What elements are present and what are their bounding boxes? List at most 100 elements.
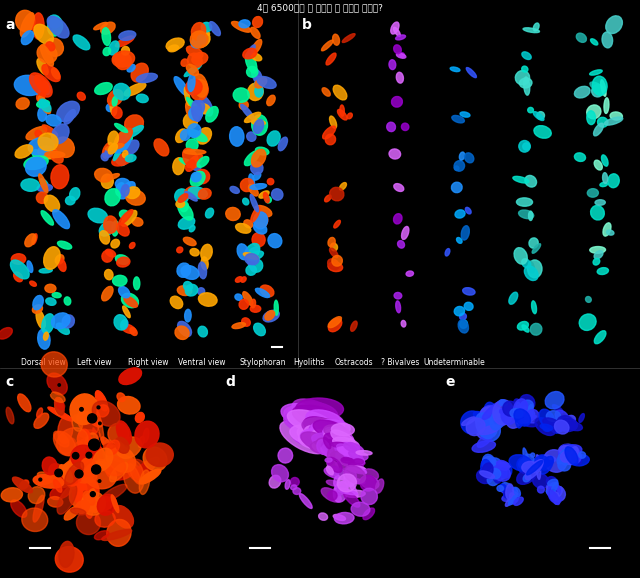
Ellipse shape [497,462,511,467]
Ellipse shape [348,462,366,473]
Ellipse shape [517,321,529,330]
Ellipse shape [517,416,536,424]
Ellipse shape [302,420,341,440]
Ellipse shape [397,240,404,248]
Ellipse shape [327,460,338,471]
Ellipse shape [190,249,199,256]
Ellipse shape [36,408,43,418]
Ellipse shape [549,486,558,497]
Ellipse shape [193,74,207,97]
Ellipse shape [328,259,339,270]
Ellipse shape [243,292,253,305]
Ellipse shape [119,31,136,40]
Ellipse shape [232,21,251,32]
Ellipse shape [170,296,182,309]
Ellipse shape [106,249,116,257]
Ellipse shape [271,189,283,200]
Ellipse shape [265,197,271,203]
Ellipse shape [531,456,548,470]
Ellipse shape [253,212,268,229]
Ellipse shape [465,153,474,163]
Ellipse shape [105,188,120,206]
Ellipse shape [38,133,58,151]
Ellipse shape [85,433,99,451]
Ellipse shape [337,109,348,120]
Ellipse shape [339,446,359,455]
Ellipse shape [241,277,246,282]
Ellipse shape [274,300,278,315]
Ellipse shape [233,88,249,102]
Ellipse shape [27,261,33,272]
Ellipse shape [344,455,364,464]
Ellipse shape [299,427,341,450]
Ellipse shape [361,488,378,505]
Ellipse shape [191,172,201,181]
Ellipse shape [575,86,590,98]
Ellipse shape [529,238,538,248]
Ellipse shape [330,446,362,461]
Ellipse shape [348,466,367,474]
Ellipse shape [44,195,60,212]
Ellipse shape [115,53,131,69]
Ellipse shape [83,491,95,505]
Ellipse shape [248,83,263,101]
Ellipse shape [36,310,45,329]
Ellipse shape [317,440,330,454]
Ellipse shape [209,21,220,36]
Text: a: a [5,18,15,32]
Ellipse shape [311,420,350,437]
Ellipse shape [500,409,506,414]
Ellipse shape [328,491,337,500]
Ellipse shape [250,259,262,272]
Ellipse shape [45,284,56,292]
Ellipse shape [263,310,279,322]
Ellipse shape [474,412,494,427]
Ellipse shape [113,144,122,161]
Ellipse shape [253,172,260,180]
Ellipse shape [348,478,365,484]
Ellipse shape [343,490,360,507]
Ellipse shape [120,210,130,219]
Ellipse shape [281,403,330,429]
Ellipse shape [102,287,113,301]
Ellipse shape [11,500,27,517]
Ellipse shape [287,410,334,434]
Ellipse shape [60,465,73,482]
Ellipse shape [114,314,127,330]
Ellipse shape [391,22,399,34]
Ellipse shape [29,281,36,286]
Ellipse shape [540,424,553,430]
Ellipse shape [12,254,26,264]
Text: d: d [225,375,235,389]
Ellipse shape [22,508,48,532]
Ellipse shape [559,446,572,458]
Ellipse shape [513,406,523,417]
Ellipse shape [251,53,262,61]
Ellipse shape [177,286,192,295]
Ellipse shape [20,13,35,37]
Ellipse shape [452,116,465,123]
Ellipse shape [108,143,117,154]
Ellipse shape [186,101,199,121]
Ellipse shape [166,38,184,50]
Ellipse shape [198,293,217,306]
Ellipse shape [600,182,607,187]
Ellipse shape [37,184,52,191]
Ellipse shape [257,76,276,88]
Ellipse shape [520,395,535,410]
Ellipse shape [93,502,102,513]
Ellipse shape [568,420,577,429]
Ellipse shape [300,428,337,446]
Ellipse shape [499,400,508,406]
Ellipse shape [291,477,300,486]
Ellipse shape [493,466,503,475]
Ellipse shape [180,129,191,140]
Ellipse shape [527,461,543,475]
Ellipse shape [118,397,140,414]
Ellipse shape [73,35,90,50]
Ellipse shape [547,485,555,491]
Ellipse shape [248,251,264,261]
Ellipse shape [347,113,353,119]
Ellipse shape [113,136,131,153]
Ellipse shape [550,492,559,500]
